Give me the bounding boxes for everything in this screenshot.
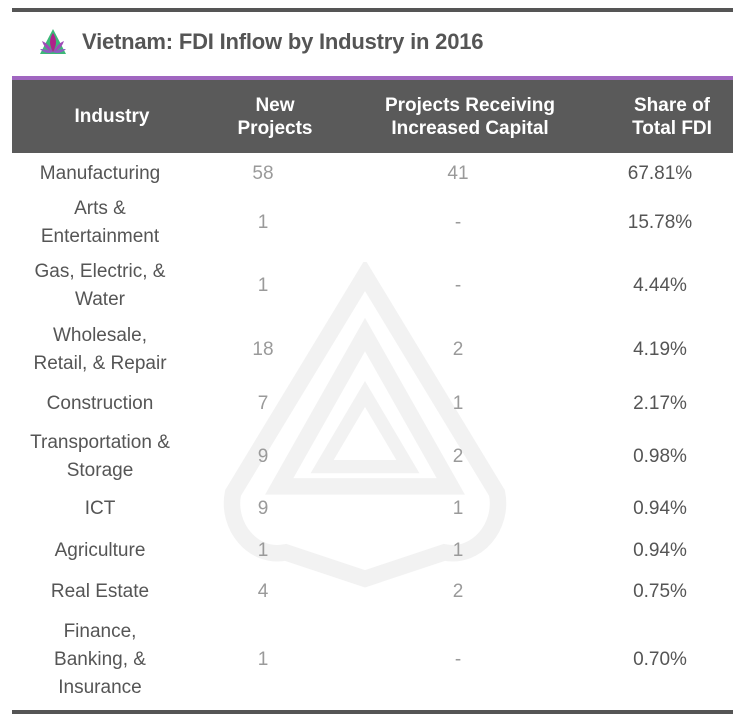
header-line: Industry <box>74 106 150 127</box>
watermark-logo <box>223 262 507 588</box>
new-projects-cell: 1 <box>257 274 269 296</box>
share-cell: 67.81% <box>627 163 693 184</box>
page-title: Vietnam: FDI Inflow by Industry in 2016 <box>82 29 484 54</box>
header-line: Projects <box>237 117 313 139</box>
table-row: Real Estate 4 2 0.75% <box>12 572 733 612</box>
share-cell: 0.75% <box>633 581 687 602</box>
increased-capital-cell: 2 <box>452 445 464 467</box>
table-row: Gas, Electric, & Water 1 - 4.44% <box>12 253 733 318</box>
title-bar: Vietnam: FDI Inflow by Industry in 2016 <box>38 27 484 57</box>
new-projects-cell: 1 <box>257 540 269 561</box>
share-cell: 2.17% <box>633 392 687 414</box>
column-header-industry: Industry <box>24 105 200 128</box>
increased-capital-cell: - <box>454 649 462 670</box>
industry-cell: Transportation & Storage <box>30 431 170 481</box>
table-row: Arts & Entertainment 1 - 15.78% <box>12 193 733 253</box>
header-line: Share of <box>633 94 711 116</box>
industry-cell: Agriculture <box>54 540 146 561</box>
new-projects-cell: 58 <box>252 163 274 184</box>
industry-cell: Real Estate <box>50 581 150 602</box>
new-projects-cell: 1 <box>257 649 269 670</box>
increased-capital-cell: 2 <box>452 339 464 360</box>
increased-capital-cell: 1 <box>452 540 464 561</box>
industry-cell: Finance, Banking, & Insurance <box>54 621 146 698</box>
bottom-rule <box>12 710 733 714</box>
column-header-increased-capital: Projects Receiving Increased Capital <box>352 94 588 140</box>
header-line: Total FDI <box>632 117 712 139</box>
table-row: Agriculture 1 1 0.94% <box>12 530 733 572</box>
table-row: Manufacturing 58 41 67.81% <box>12 155 733 193</box>
column-header-new-projects: New Projects <box>212 94 338 140</box>
share-cell: 4.44% <box>633 274 687 296</box>
table-body: Manufacturing 58 41 67.81% Arts & Entertainme… <box>12 155 733 708</box>
header-line: Increased Capital <box>391 117 549 139</box>
top-rule <box>12 8 733 12</box>
new-projects-cell: 9 <box>257 498 269 519</box>
header-line: New <box>255 94 295 116</box>
share-cell: 0.98% <box>633 445 687 467</box>
table-row: ICT 9 1 0.94% <box>12 488 733 530</box>
increased-capital-cell: 1 <box>452 392 464 414</box>
increased-capital-cell: 41 <box>447 163 469 184</box>
share-cell: 0.94% <box>633 498 687 519</box>
table-row: Construction 7 1 2.17% <box>12 382 733 425</box>
industry-cell: Manufacturing <box>39 163 161 184</box>
industry-cell: Arts & Entertainment <box>40 198 160 247</box>
table-row: Transportation & Storage 9 2 0.98% <box>12 425 733 488</box>
share-cell: 0.94% <box>633 540 687 561</box>
increased-capital-cell: - <box>454 212 462 233</box>
new-projects-cell: 1 <box>257 212 269 233</box>
table-row: Wholesale, Retail, & Repair 18 2 4.19% <box>12 318 733 382</box>
share-cell: 0.70% <box>633 649 687 670</box>
increased-capital-cell: 1 <box>452 498 464 519</box>
new-projects-cell: 4 <box>257 581 269 602</box>
industry-cell: Construction <box>46 392 154 414</box>
industry-cell: Wholesale, Retail, & Repair <box>33 325 167 374</box>
increased-capital-cell: - <box>454 274 462 296</box>
table-header: Industry New Projects Projects Receiving I… <box>12 76 733 153</box>
increased-capital-cell: 2 <box>452 581 464 602</box>
new-projects-cell: 9 <box>257 445 269 467</box>
lotus-icon <box>40 29 66 54</box>
column-header-share: Share of Total FDI <box>602 94 742 140</box>
new-projects-cell: 7 <box>257 392 269 414</box>
industry-cell: ICT <box>84 498 116 519</box>
table-row: Finance, Banking, & Insurance 1 - 0.70% <box>12 612 733 708</box>
share-cell: 4.19% <box>633 339 687 360</box>
share-cell: 15.78% <box>627 212 693 233</box>
industry-cell: Gas, Electric, & Water <box>34 260 166 310</box>
header-line: Projects Receiving <box>384 94 556 116</box>
new-projects-cell: 18 <box>252 339 274 360</box>
